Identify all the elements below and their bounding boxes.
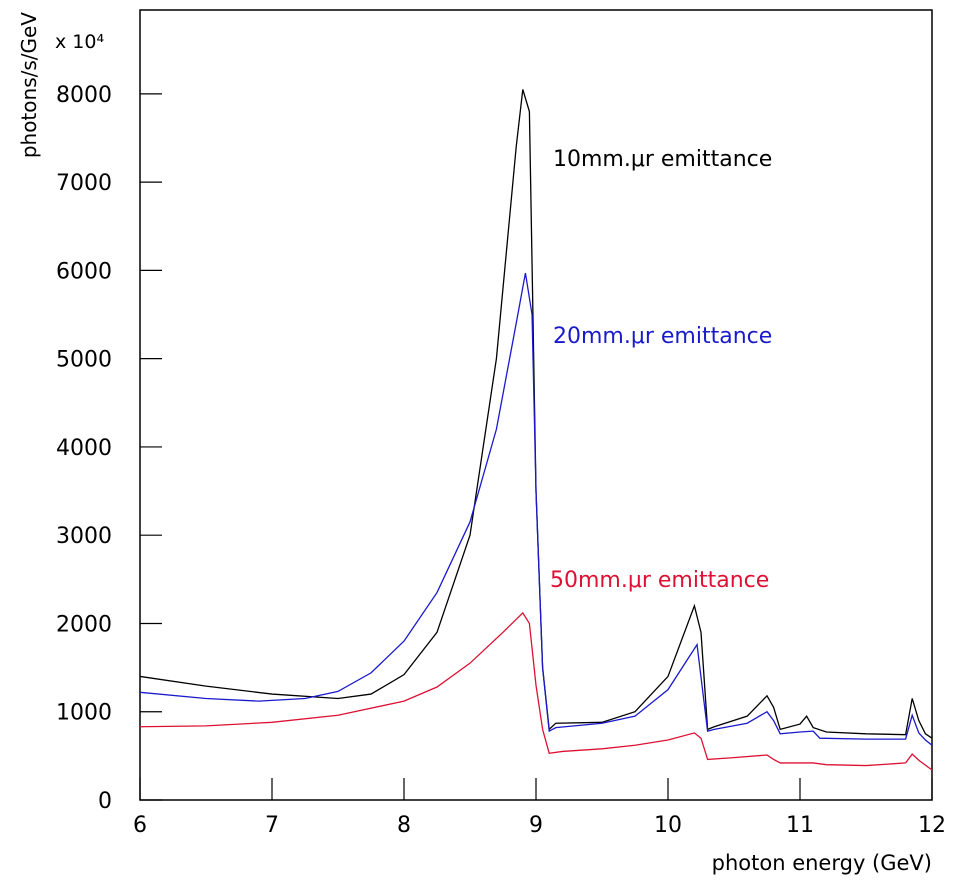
- x-tick-label: 9: [529, 813, 543, 838]
- y-tick-label: 3000: [56, 524, 112, 549]
- x-tick-label: 11: [786, 813, 814, 838]
- x-axis-label: photon energy (GeV): [712, 851, 932, 875]
- series-line: [139, 89, 933, 739]
- series-label: 10mm.μr emittance: [553, 147, 772, 172]
- y-tick-label: 2000: [56, 612, 112, 637]
- x-tick-label: 8: [397, 813, 411, 838]
- x-tick-label: 6: [133, 813, 147, 838]
- y-tick-label: 8000: [56, 83, 112, 108]
- series-label: 50mm.μr emittance: [550, 568, 769, 593]
- series-label: 20mm.μr emittance: [553, 324, 772, 349]
- y-tick-label: 1000: [56, 701, 112, 726]
- y-tick-label: 5000: [56, 348, 112, 373]
- x-tick-label: 12: [918, 813, 946, 838]
- y-tick-label: 6000: [56, 259, 112, 284]
- x-tick-label: 7: [265, 813, 279, 838]
- y-tick-label: 7000: [56, 171, 112, 196]
- y-multiplier: x 10⁴: [55, 31, 104, 53]
- y-tick-label: 4000: [56, 436, 112, 461]
- series-line: [139, 272, 933, 746]
- y-tick-label: 0: [98, 789, 112, 814]
- x-tick-label: 10: [654, 813, 682, 838]
- y-axis-label: photons/s/GeV: [17, 12, 41, 158]
- series-line: [139, 611, 933, 771]
